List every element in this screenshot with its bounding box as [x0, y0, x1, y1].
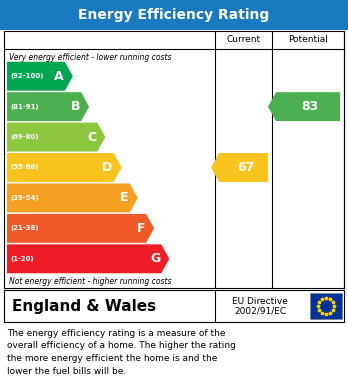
Text: 2002/91/EC: 2002/91/EC — [234, 307, 286, 316]
Text: Energy Efficiency Rating: Energy Efficiency Rating — [78, 8, 270, 22]
Text: F: F — [136, 222, 145, 235]
Text: EU Directive: EU Directive — [232, 298, 288, 307]
Text: B: B — [71, 100, 80, 113]
Text: The energy efficiency rating is a measure of the
overall efficiency of a home. T: The energy efficiency rating is a measur… — [7, 329, 236, 375]
Text: (81-91): (81-91) — [10, 104, 39, 109]
Text: 67: 67 — [237, 161, 254, 174]
Text: A: A — [54, 70, 64, 83]
Polygon shape — [7, 123, 105, 152]
Text: Current: Current — [227, 36, 261, 45]
Polygon shape — [7, 244, 169, 273]
Text: C: C — [87, 131, 96, 143]
Text: Very energy efficient - lower running costs: Very energy efficient - lower running co… — [9, 53, 172, 62]
Text: (21-38): (21-38) — [10, 225, 39, 231]
Text: England & Wales: England & Wales — [12, 298, 156, 314]
Text: 83: 83 — [301, 100, 319, 113]
Text: (1-20): (1-20) — [10, 256, 34, 262]
Text: E: E — [120, 192, 129, 204]
Text: D: D — [102, 161, 112, 174]
Bar — [4, 290, 344, 322]
Text: (55-68): (55-68) — [10, 165, 38, 170]
Polygon shape — [268, 92, 340, 121]
Text: G: G — [150, 252, 160, 265]
Text: (92-100): (92-100) — [10, 73, 44, 79]
Polygon shape — [7, 62, 73, 91]
Bar — [4, 31, 344, 288]
Polygon shape — [7, 92, 89, 121]
Text: Potential: Potential — [288, 36, 328, 45]
Bar — [0, 0, 348, 30]
Polygon shape — [7, 183, 138, 212]
Text: (39-54): (39-54) — [10, 195, 39, 201]
Text: Not energy efficient - higher running costs: Not energy efficient - higher running co… — [9, 277, 172, 286]
Polygon shape — [211, 153, 268, 182]
Polygon shape — [7, 153, 121, 182]
Polygon shape — [7, 214, 154, 243]
Text: (69-80): (69-80) — [10, 134, 39, 140]
Bar — [310, 293, 342, 319]
